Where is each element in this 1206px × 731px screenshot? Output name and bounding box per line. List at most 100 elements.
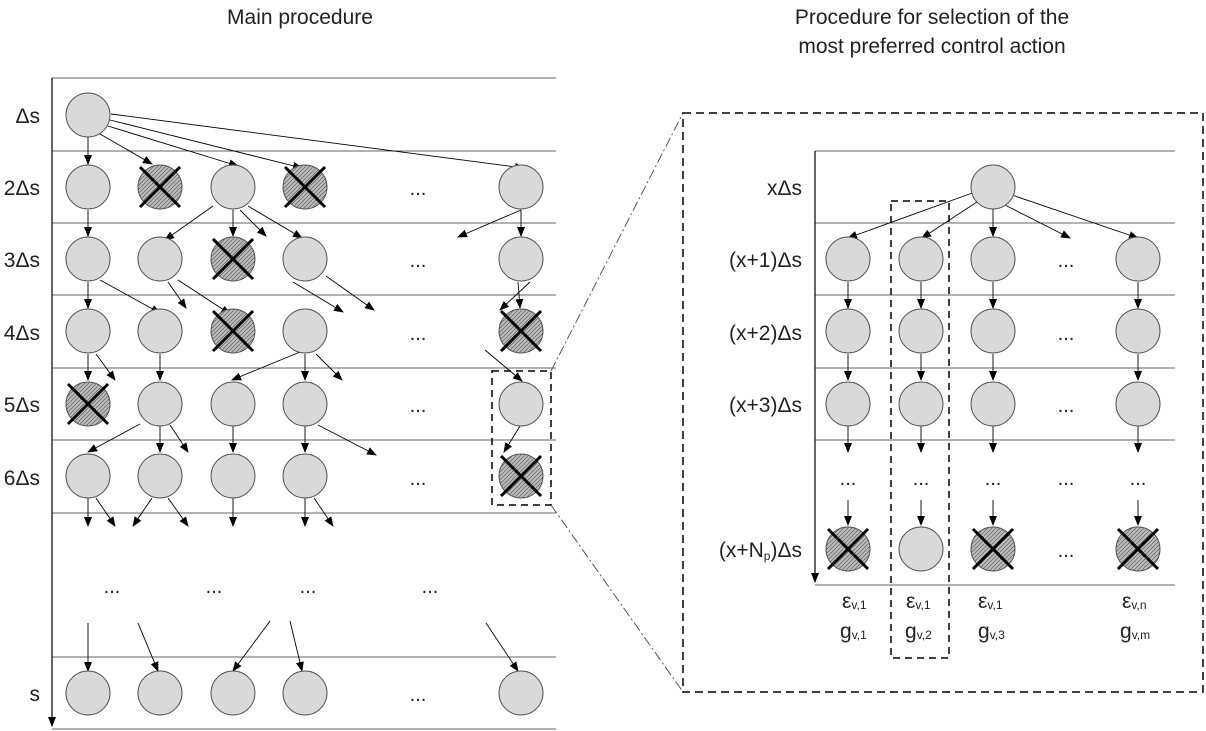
state-node — [825, 236, 871, 282]
state-node — [282, 670, 328, 716]
selection-highlight-box — [491, 370, 552, 506]
state-node — [65, 92, 111, 138]
row-label-3: 3Δs — [4, 249, 40, 272]
epsilon-label-4: εv,n — [1122, 590, 1147, 613]
state-node — [137, 670, 183, 716]
ellipsis: ... — [300, 576, 317, 598]
left-nodes — [65, 92, 544, 716]
row-label-2: 2Δs — [4, 177, 40, 200]
right-nodes — [825, 164, 1161, 572]
state-node — [137, 381, 183, 427]
rejected-node — [498, 308, 544, 354]
right-row-lines — [815, 150, 1175, 586]
epsilon-subscript: v,1 — [915, 598, 930, 612]
g-symbol: g — [905, 620, 917, 643]
ellipsis: ... — [1058, 540, 1075, 562]
state-node — [282, 453, 328, 499]
epsilon-symbol: ε — [1122, 590, 1131, 613]
ellipsis: ... — [410, 684, 427, 706]
ellipsis: ... — [410, 395, 427, 417]
ellipsis: ... — [1058, 468, 1075, 490]
state-node — [498, 164, 544, 210]
state-node — [898, 236, 944, 282]
main-procedure-panel: Main procedure Δs 2Δs 3Δs 4Δs 5Δs 6Δs s — [4, 6, 556, 730]
g-label-4: gv,m — [1120, 620, 1150, 643]
state-node — [210, 670, 256, 716]
g-subscript: v,1 — [852, 628, 867, 642]
ellipsis: ... — [1058, 323, 1075, 345]
state-node — [498, 670, 544, 716]
sub-row-label-xnp-suffix: )Δs — [770, 539, 802, 562]
state-node — [65, 453, 111, 499]
g-symbol: g — [1120, 620, 1132, 643]
epsilon-label-2: εv,1 — [906, 590, 931, 613]
ellipsis: ... — [206, 576, 223, 598]
sub-row-label-xnp-sub: p — [764, 549, 771, 563]
sub-row-label-x1: (x+1)Δs — [729, 249, 802, 272]
g-label-2: gv,2 — [905, 620, 932, 643]
state-node — [898, 526, 944, 572]
ellipsis: ... — [840, 468, 857, 490]
row-label-1: Δs — [15, 105, 40, 128]
sub-row-label-x2: (x+2)Δs — [729, 322, 802, 345]
sub-row-label-x3: (x+3)Δs — [729, 394, 802, 417]
ellipsis: ... — [1130, 468, 1147, 490]
zoom-panel-border — [682, 112, 1204, 693]
state-node — [137, 308, 183, 354]
state-node — [65, 670, 111, 716]
epsilon-label-1: εv,1 — [842, 590, 867, 613]
selection-procedure-panel: Procedure for selection of the most pref… — [682, 6, 1204, 693]
state-node — [210, 453, 256, 499]
sub-row-label-xnp: (x+Np)Δs — [719, 539, 802, 563]
epsilon-subscript: v,1 — [851, 598, 866, 612]
state-node — [825, 308, 871, 354]
selection-procedure-title-line2: most preferred control action — [798, 35, 1065, 58]
row-label-6: 6Δs — [4, 467, 40, 490]
g-subscript: v,3 — [990, 628, 1005, 642]
row-label-s: s — [30, 683, 41, 706]
rejected-node — [137, 164, 183, 210]
state-node — [65, 236, 111, 282]
state-node — [282, 308, 328, 354]
g-subscript: v,2 — [917, 628, 932, 642]
rejected-node — [498, 453, 544, 499]
ellipsis: ... — [1058, 395, 1075, 417]
state-node — [210, 381, 256, 427]
ellipsis: ... — [410, 250, 427, 272]
state-node — [137, 453, 183, 499]
ellipsis: ... — [913, 468, 930, 490]
main-procedure-title: Main procedure — [227, 6, 373, 29]
state-node — [498, 381, 544, 427]
right-arrows — [844, 191, 1142, 526]
epsilon-label-3: εv,1 — [978, 590, 1003, 613]
ellipsis: ... — [104, 576, 121, 598]
rejected-node — [825, 526, 871, 572]
state-node — [825, 381, 871, 427]
sub-row-label-xnp-prefix: (x+N — [719, 539, 764, 562]
ellipsis: ... — [422, 576, 439, 598]
sub-row-label-x: xΔs — [767, 177, 802, 200]
rejected-node — [282, 164, 328, 210]
state-node — [282, 236, 328, 282]
zoom-connector-top — [550, 112, 684, 372]
epsilon-subscript: v,1 — [987, 598, 1002, 612]
state-node — [898, 308, 944, 354]
epsilon-symbol: ε — [978, 590, 987, 613]
row-label-4: 4Δs — [4, 322, 40, 345]
state-node — [498, 236, 544, 282]
rejected-node — [210, 236, 256, 282]
state-node — [1115, 308, 1161, 354]
state-node — [898, 381, 944, 427]
zoom-connector-bottom — [550, 504, 684, 693]
left-arrows — [84, 113, 531, 672]
rejected-node — [1115, 526, 1161, 572]
state-node — [970, 381, 1016, 427]
g-subscript: v,m — [1132, 628, 1150, 642]
state-node — [1115, 381, 1161, 427]
rejected-node — [65, 381, 111, 427]
selection-procedure-title-line1: Procedure for selection of the — [795, 6, 1069, 29]
state-node — [970, 236, 1016, 282]
ellipsis: ... — [410, 323, 427, 345]
state-node — [65, 308, 111, 354]
